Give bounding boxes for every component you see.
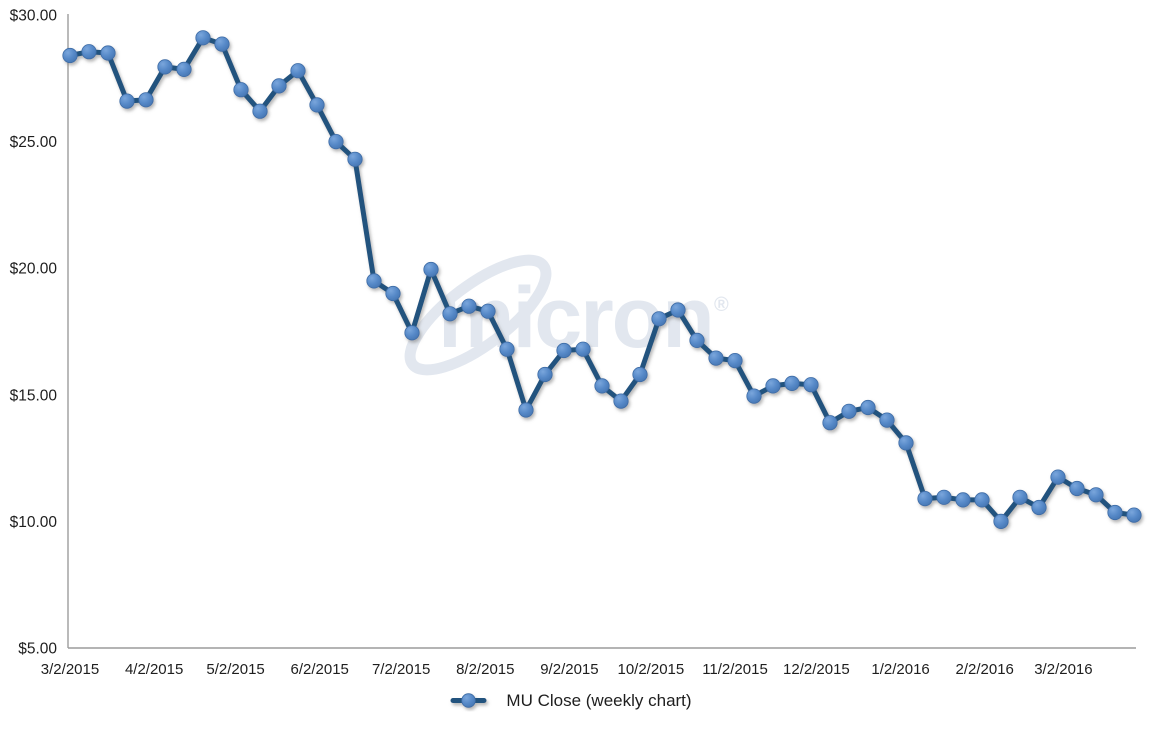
- series-markers: [62, 30, 1142, 530]
- data-point-marker: [993, 513, 1009, 530]
- data-point-marker: [803, 377, 819, 393]
- y-axis-tick-label: $5.00: [18, 641, 57, 658]
- mu-close-series: [62, 30, 1142, 530]
- x-axis-labels: 3/2/2015 4/2/2015 5/2/2015 6/2/2015 7/2/2015…: [41, 661, 1093, 678]
- data-point-marker: [100, 45, 116, 61]
- x-axis-tick-label: 9/2/2015: [540, 661, 598, 678]
- x-axis-tick-label: 1/2/2016: [871, 661, 929, 678]
- data-point-marker: [499, 341, 515, 357]
- x-axis-tick-label: 10/2/2015: [617, 661, 684, 678]
- registered-trademark-icon: ®: [714, 294, 729, 316]
- x-axis-tick-label: 8/2/2015: [456, 661, 514, 678]
- x-axis-tick-label: 4/2/2015: [125, 661, 183, 678]
- data-point-marker: [1126, 507, 1142, 523]
- x-axis-tick-label: 3/2/2016: [1034, 661, 1092, 678]
- data-point-marker: [1107, 504, 1123, 521]
- data-point-marker: [708, 350, 724, 366]
- data-point-marker: [651, 311, 667, 327]
- data-point-marker: [936, 489, 952, 505]
- data-point-marker: [613, 393, 629, 409]
- legend-key-icon: [450, 693, 487, 708]
- y-axis-tick-label: $15.00: [10, 387, 58, 404]
- data-point-marker: [309, 97, 325, 113]
- legend-label: MU Close (weekly chart): [506, 691, 691, 710]
- data-point-marker: [62, 47, 78, 64]
- data-point-marker: [252, 103, 268, 119]
- micron-orbit-icon: [404, 254, 552, 376]
- data-point-marker: [955, 492, 971, 508]
- data-point-marker: [879, 412, 895, 428]
- data-point-marker: [632, 366, 648, 383]
- data-point-marker: [974, 492, 990, 508]
- data-point-marker: [860, 399, 876, 416]
- data-point-marker: [556, 342, 572, 359]
- data-point-marker: [290, 63, 306, 79]
- data-point-marker: [1012, 489, 1028, 505]
- y-axis-tick-label: $10.00: [10, 514, 58, 531]
- data-point-marker: [119, 93, 135, 109]
- data-point-marker: [271, 78, 287, 94]
- data-point-marker: [233, 82, 249, 98]
- data-point-marker: [594, 378, 610, 394]
- data-point-marker: [537, 366, 553, 383]
- data-point-marker: [1088, 487, 1104, 503]
- data-point-marker: [81, 44, 97, 60]
- data-point-marker: [917, 490, 933, 507]
- data-point-marker: [1031, 499, 1047, 516]
- y-axis-tick-label: $20.00: [10, 261, 58, 278]
- data-point-marker: [157, 59, 173, 75]
- data-point-marker: [518, 402, 534, 418]
- data-point-marker: [176, 61, 192, 78]
- data-point-marker: [480, 303, 496, 319]
- data-point-marker: [784, 375, 800, 391]
- x-axis-tick-label: 12/2/2015: [783, 661, 850, 678]
- data-point-marker: [898, 435, 914, 451]
- data-point-marker: [138, 92, 154, 108]
- data-point-marker: [404, 325, 420, 341]
- data-point-marker: [1069, 480, 1085, 497]
- data-point-marker: [366, 273, 382, 289]
- x-axis-tick-label: 11/2/2015: [702, 661, 768, 678]
- y-axis-tick-label: $25.00: [10, 134, 58, 151]
- data-point-marker: [670, 302, 686, 318]
- data-point-marker: [689, 332, 705, 348]
- data-point-marker: [575, 341, 591, 357]
- data-point-marker: [214, 36, 230, 52]
- data-point-marker: [195, 30, 211, 46]
- data-point-marker: [746, 388, 762, 404]
- x-axis-tick-label: 3/2/2015: [41, 661, 99, 678]
- y-axis-labels: $30.00 $25.00 $20.00 $15.00 $10.00 $5.00: [10, 8, 58, 658]
- data-point-marker: [423, 261, 439, 278]
- data-point-marker: [347, 151, 363, 167]
- data-point-marker: [822, 415, 838, 431]
- data-point-marker: [385, 285, 401, 302]
- data-point-marker: [765, 378, 781, 394]
- legend: MU Close (weekly chart): [450, 691, 692, 710]
- x-axis-tick-label: 5/2/2015: [206, 661, 264, 678]
- data-point-marker: [328, 134, 344, 150]
- data-point-marker: [461, 298, 477, 314]
- x-axis-tick-label: 7/2/2015: [372, 661, 430, 678]
- data-point-marker: [1050, 469, 1066, 485]
- y-axis-tick-label: $30.00: [10, 8, 58, 25]
- data-point-marker: [442, 306, 458, 322]
- x-axis-tick-label: 6/2/2015: [291, 661, 349, 678]
- data-point-marker: [841, 403, 857, 419]
- x-axis-tick-label: 2/2/2016: [956, 661, 1014, 678]
- data-point-marker: [727, 352, 743, 369]
